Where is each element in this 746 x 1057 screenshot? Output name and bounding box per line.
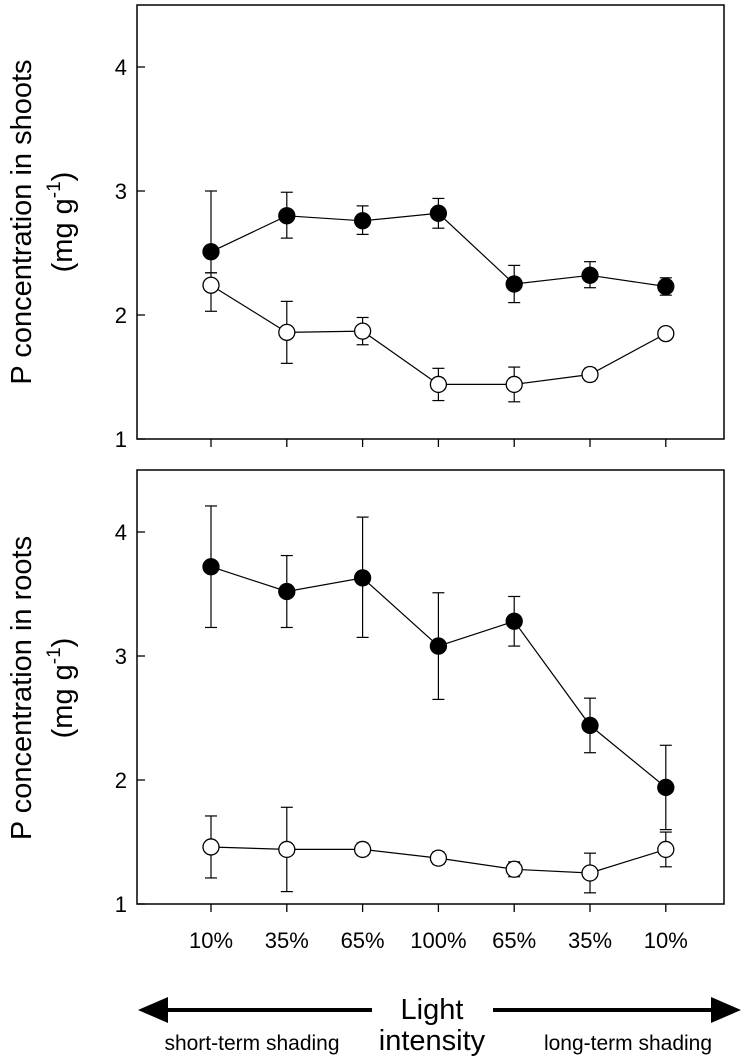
left-arrow-label: short-term shading [164,1032,339,1055]
bottom-filled-data-point [505,612,523,630]
top-series-group [202,190,675,403]
bottom-open-data-point [429,849,448,867]
left-arrow-head [138,997,168,1023]
x-axis-title-line1: Light [401,994,464,1026]
top-filled-data-point [278,207,296,225]
bottom-y-axis: 1 2 3 4 [115,520,145,917]
top-ytick-label: 2 [115,303,127,328]
bottom-x-axis: 10% 35% 65% 100% 65% 35% 10% [189,904,688,953]
top-open-data-point [202,276,220,294]
bottom-panel-frame [136,469,725,905]
top-open-data-point [657,324,675,343]
top-panel-frame [136,4,725,440]
bottom-ytick-label: 1 [115,892,127,917]
bottom-ylabel-units-prefix: (mg g [47,664,79,738]
top-y-axis-label: P concentration in shoots [6,59,38,384]
right-arrow-label: long-term shading [544,1032,712,1055]
x-tick-label: 100% [410,928,466,953]
bottom-filled-data-point [657,778,675,797]
top-ylabel-units-suffix: ) [47,172,79,182]
x-tick-label: 65% [492,928,536,953]
svg-text:(mg g-1): (mg g-1) [44,638,79,739]
bottom-ylabel-units-suffix: ) [47,638,79,648]
top-open-data-point [429,375,448,394]
top-x-axis-ticks [210,439,667,447]
bottom-open-data-point [353,840,372,859]
panel-bottom-roots: 1 2 3 4 10% 35% 65% 100% 65% 35% 10% P concentrat… [6,469,725,953]
top-ylabel-line1: P concentration in shoots [6,59,38,384]
x-tick-label: 10% [189,928,233,953]
bottom-filled-data-point [202,558,220,576]
top-open-data-point [505,375,523,394]
top-open-data-point [278,323,296,342]
bottom-ytick-label: 3 [115,644,127,669]
top-filled-data-point [353,212,372,230]
top-ytick-label: 3 [115,179,127,204]
top-ytick-label: 1 [115,427,127,452]
top-ylabel-units-superscript: -1 [44,181,65,198]
top-ytick-label: 4 [115,55,127,80]
top-filled-data-point [581,266,599,284]
bottom-ytick-label: 4 [115,520,127,545]
right-arrow-head [711,997,741,1023]
bottom-series-group [202,505,675,894]
bottom-filled-data-point [278,582,296,601]
top-filled-data-point [657,277,675,296]
bottom-ytick-label: 2 [115,768,127,793]
top-open-data-point [353,322,372,340]
panel-top-shoots: 1 2 3 4 P concentration in shoots (mg g-1) [6,4,725,452]
bottom-open-data-point [581,864,599,882]
top-ylabel-units-prefix: (mg g [47,198,79,272]
top-filled-data-point [505,275,523,293]
bottom-ylabel-line1: P concentration in roots [6,536,38,840]
bottom-ylabel-units-superscript: -1 [44,647,65,664]
x-axis-annotation: short-term shading long-term shading Lig… [138,994,741,1057]
bottom-open-data-point [505,860,523,878]
bottom-open-data-point [278,840,296,859]
bottom-open-data-point [202,838,220,856]
top-filled-data-point [429,204,448,222]
x-tick-label: 35% [568,928,612,953]
top-y-axis-label-units: (mg g-1) [44,172,79,273]
top-filled-data-point [202,243,220,261]
x-axis-title-line2: intensity [379,1025,486,1057]
x-tick-label: 65% [341,928,385,953]
bottom-y-axis-label: P concentration in roots [6,536,38,840]
bottom-y-axis-label-units: (mg g-1) [44,638,79,739]
bottom-filled-data-point [429,637,448,655]
x-tick-label: 10% [644,928,688,953]
top-open-data-point [581,365,599,384]
x-tick-label: 35% [265,928,309,953]
bottom-open-data-point [657,840,675,859]
top-y-axis: 1 2 3 4 [115,55,145,452]
bottom-filled-data-point [581,716,599,735]
svg-text:(mg g-1): (mg g-1) [44,172,79,273]
bottom-filled-data-point [353,569,372,587]
